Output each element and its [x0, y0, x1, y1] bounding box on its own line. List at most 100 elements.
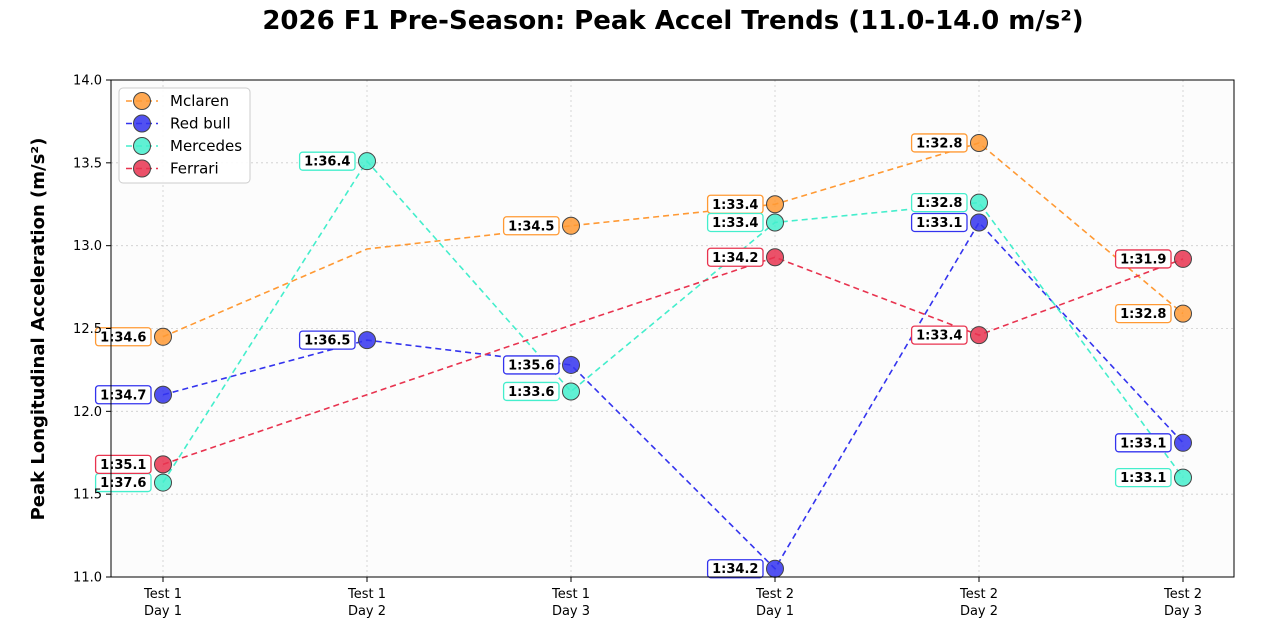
mercedes-point: [154, 473, 172, 492]
red-bull-label-box: [502, 355, 560, 375]
ferrari-data-label: 1:34.2: [712, 251, 758, 266]
red-bull-data-label: 1:34.2: [712, 562, 758, 577]
red-bull-point: [970, 213, 988, 232]
mercedes-legend-marker: [133, 137, 151, 155]
x-tick-label: Test 1: [347, 587, 386, 602]
red-bull-data-label: 1:33.1: [1120, 436, 1166, 451]
red-bull-label-box: [94, 385, 152, 405]
data-labels: 1:34.6 1:34.5 1:33.4 1:32.8 1:32.8 1:34.7 1:36…: [94, 133, 1172, 579]
mercedes-data-label: 1:33.1: [1120, 471, 1166, 486]
red-bull-label-box: [1114, 433, 1172, 453]
red-bull-point: [154, 385, 172, 404]
mercedes-point: [1174, 468, 1192, 487]
x-tick-label: Day 3: [552, 604, 590, 619]
x-tick-label: Test 1: [143, 587, 182, 602]
mclaren-data-label: 1:32.8: [916, 136, 962, 151]
mclaren-point: [1174, 304, 1192, 323]
red-bull-data-label: 1:36.5: [304, 334, 350, 349]
red-bull-label-group: 1:35.6: [502, 355, 560, 375]
red-bull-legend-label: Red bull: [170, 115, 231, 133]
y-tick-label: 11.5: [73, 488, 102, 503]
ferrari-point: [970, 326, 988, 345]
mercedes-label-group: 1:33.6: [502, 381, 560, 402]
legend-box: [118, 87, 251, 184]
ferrari-point: [766, 248, 784, 267]
ferrari-series-line: [162, 256, 1184, 466]
mclaren-legend-label: Mclaren: [170, 92, 229, 110]
x-tick-label: Day 2: [960, 604, 998, 619]
mercedes-data-label: 1:33.4: [712, 216, 758, 231]
mercedes-data-label: 1:36.4: [304, 155, 350, 170]
ferrari-label-box: [706, 247, 764, 267]
legend: Mclaren Red bull Mercedes Ferrari: [118, 87, 251, 184]
mercedes-data-label: 1:33.6: [508, 385, 554, 400]
x-tick-label: Day 1: [144, 604, 182, 619]
ferrari-point: [1174, 249, 1192, 268]
mclaren-label-box: [94, 327, 152, 347]
red-bull-label-box: [298, 330, 356, 350]
mercedes-label-box: [706, 212, 764, 233]
mercedes-point: [562, 382, 580, 401]
x-tick-label: Day 1: [756, 604, 794, 619]
x-tick-label: Test 2: [959, 587, 998, 602]
red-bull-point: [1174, 433, 1192, 452]
red-bull-label-group: 1:36.5: [298, 330, 356, 350]
mercedes-point: [358, 152, 376, 171]
x-tick-label: Test 2: [755, 587, 794, 602]
red-bull-label-box: [706, 559, 764, 579]
red-bull-label-group: 1:33.1: [910, 212, 968, 233]
y-tick-label: 13.0: [73, 239, 102, 254]
x-tick-label: Day 2: [348, 604, 386, 619]
red-bull-label-group: 1:34.2: [706, 559, 764, 579]
ferrari-label-group: 1:33.4: [910, 325, 968, 345]
mercedes-legend-label: Mercedes: [170, 137, 242, 155]
ferrari-data-label: 1:31.9: [1120, 252, 1166, 267]
mclaren-label-box: [910, 133, 968, 153]
red-bull-point: [766, 559, 784, 578]
chart-title: 2026 F1 Pre-Season: Peak Accel Trends (1…: [262, 6, 1083, 36]
mclaren-point: [562, 216, 580, 235]
mclaren-label-box: [1114, 303, 1172, 324]
mclaren-point: [154, 327, 172, 346]
mercedes-label-box: [910, 192, 968, 213]
ferrari-label-box: [94, 454, 152, 474]
mclaren-data-label: 1:32.8: [1120, 307, 1166, 322]
ferrari-data-label: 1:33.4: [916, 329, 962, 344]
red-bull-point: [562, 355, 580, 374]
ferrari-data-label: 1:35.1: [100, 458, 146, 473]
x-tick-label: Test 1: [551, 587, 590, 602]
mercedes-data-label: 1:37.6: [100, 476, 146, 491]
red-bull-label-group: 1:34.7: [94, 385, 152, 405]
mercedes-label-box: [502, 381, 560, 402]
ferrari-label-box: [1114, 249, 1172, 269]
y-axis-label: Peak Longitudinal Acceleration (m/s²): [28, 138, 49, 521]
red-bull-label-group: 1:33.1: [1114, 433, 1172, 453]
mclaren-label-group: 1:34.5: [502, 216, 560, 236]
mclaren-data-label: 1:34.5: [508, 219, 554, 234]
mercedes-label-box: [1114, 467, 1172, 488]
y-tick-label: 12.5: [73, 322, 102, 337]
mclaren-series-line: [162, 142, 1184, 338]
mercedes-point: [970, 193, 988, 212]
red-bull-point: [358, 331, 376, 350]
mclaren-label-group: 1:33.4: [706, 194, 764, 214]
mercedes-label-group: 1:36.4: [298, 151, 356, 171]
ferrari-label-box: [910, 325, 968, 345]
y-tick-label: 13.5: [73, 156, 102, 171]
ferrari-label-group: 1:34.2: [706, 247, 764, 267]
mclaren-label-group: 1:34.6: [94, 327, 152, 347]
x-tick-label: Test 2: [1163, 587, 1202, 602]
mclaren-data-label: 1:34.6: [100, 330, 146, 345]
mercedes-label-box: [298, 151, 356, 171]
data-points: [154, 133, 1192, 578]
ferrari-label-group: 1:31.9: [1114, 249, 1172, 269]
mclaren-point: [766, 195, 784, 214]
mclaren-label-group: 1:32.8: [910, 133, 968, 153]
ferrari-legend-marker: [133, 159, 151, 178]
mclaren-label-box: [502, 216, 560, 236]
red-bull-label-box: [910, 212, 968, 233]
mercedes-label-group: 1:33.4: [706, 212, 764, 233]
mclaren-legend-marker: [133, 92, 151, 110]
